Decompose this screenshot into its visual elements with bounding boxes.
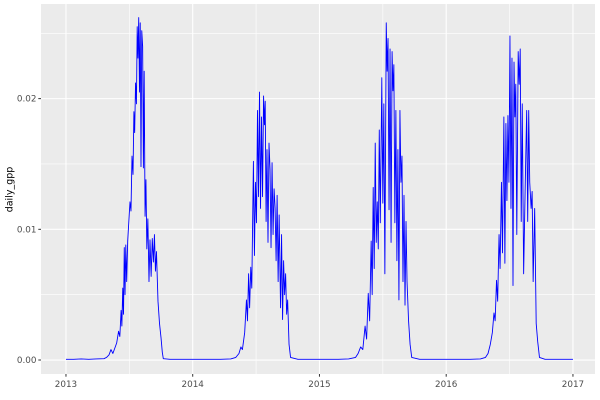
x-tick-label: 2017 — [562, 380, 584, 390]
y-tick-label: 0.02 — [17, 95, 37, 105]
plot-panel — [41, 4, 595, 374]
y-tick-label: 0.00 — [17, 356, 37, 366]
y-tick-label: 0.01 — [17, 225, 37, 235]
x-tick-label: 2014 — [182, 380, 205, 390]
x-tick-label: 2015 — [308, 380, 330, 390]
x-tick-label: 2013 — [55, 380, 77, 390]
x-tick-label: 2016 — [435, 380, 458, 390]
gpp-line — [65, 17, 573, 360]
